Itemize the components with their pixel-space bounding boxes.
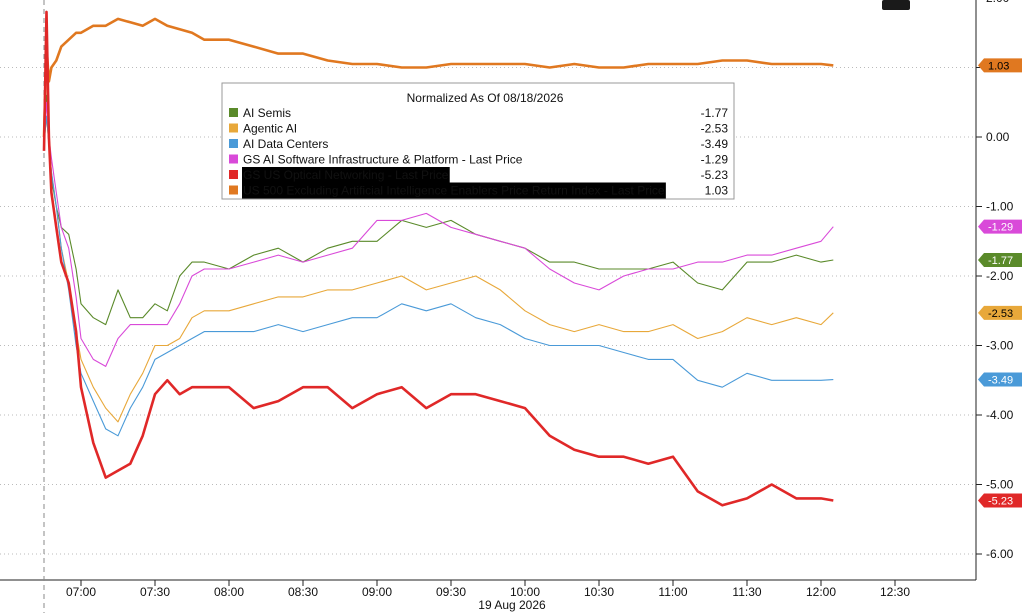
value-tag-text: -2.53	[988, 308, 1013, 320]
value-tag-3: -1.29	[978, 219, 1022, 234]
x-tick-labels: 07:00 07:30 08:00 08:30 09:00 09:30 10:00 10:30…	[66, 580, 910, 599]
legend-highlight	[242, 167, 450, 183]
value-tag-bg	[978, 219, 1022, 234]
legend-value: -3.49	[701, 137, 729, 151]
value-tag-5: 1.03	[978, 58, 1022, 73]
y-tick-label: -4.00	[986, 408, 1014, 422]
legend-swatch	[229, 123, 238, 133]
value-tag-bg	[978, 253, 1022, 268]
value-tag-bg	[978, 493, 1022, 508]
x-tick-label: 11:30	[732, 585, 761, 599]
value-tag-bg	[978, 58, 1022, 73]
x-tick-label: 12:30	[880, 585, 910, 599]
legend-label: US 500 Excluding Artificial Intelligence…	[243, 184, 665, 198]
x-axis-label: 19 Aug 2026	[478, 598, 546, 612]
x-tick-label: 09:00	[362, 585, 392, 599]
x-tick-label: 12:00	[806, 585, 836, 599]
value-tag-0: -1.77	[978, 253, 1022, 268]
legend-value: -1.77	[701, 106, 729, 120]
x-tick-label: 10:30	[584, 585, 614, 599]
legend-item-5: US 500 Excluding Artificial Intelligence…	[229, 182, 729, 199]
legend-value: 1.03	[705, 184, 729, 198]
x-tick-label: 08:30	[288, 585, 318, 599]
series-line-5	[42, 17, 834, 138]
legend-label: GS AI Software Infrastructure & Platform…	[243, 153, 523, 167]
legend-swatch	[229, 154, 238, 164]
x-tick-label: 07:00	[66, 585, 96, 599]
chart-title: Normalized As Of 08/18/2026	[407, 91, 564, 105]
legend-highlight	[242, 182, 666, 199]
legend-item-4: GS US Optical Networking - Last Price -5.…	[229, 167, 728, 183]
series-line-3	[43, 101, 834, 367]
y-tick-label: 0.00	[986, 130, 1010, 144]
legend-item-3: GS AI Software Infrastructure & Platform…	[229, 153, 728, 167]
value-tag-2: -3.49	[978, 372, 1022, 387]
value-tag-text: -1.29	[988, 222, 1013, 234]
value-tag-text: -1.77	[988, 255, 1013, 267]
y-tick-label: 2.00	[986, 0, 1010, 5]
y-tick-label: -5.00	[986, 478, 1014, 492]
last-value-tags: -1.77 -2.53 -3.49 -1.29 -5.23 1.03	[978, 58, 1022, 508]
legend-value: -5.23	[701, 168, 729, 182]
value-tag-bg	[978, 305, 1022, 320]
x-tick-label: 07:30	[140, 585, 170, 599]
y-tick-label: -1.00	[986, 200, 1014, 214]
x-tick-label: 11:00	[658, 585, 687, 599]
legend-value: -2.53	[701, 122, 729, 136]
value-tag-text: -3.49	[988, 375, 1013, 387]
x-tick-label: 09:30	[436, 585, 466, 599]
legend-swatch	[229, 139, 238, 148]
legend-item-1: Agentic AI -2.53	[229, 122, 728, 136]
y-tick-label: -6.00	[986, 547, 1014, 561]
value-tag-text: -5.23	[988, 495, 1013, 507]
series-lines	[42, 10, 834, 507]
series-line-4	[42, 10, 834, 507]
x-tick-label: 08:00	[214, 585, 244, 599]
legend-value: -1.29	[701, 153, 729, 167]
legend-label: Agentic AI	[243, 122, 297, 136]
legend-item-0: AI Semis -1.77	[229, 106, 728, 120]
value-tag-text: 1.03	[988, 60, 1009, 72]
x-tick-label: 10:00	[510, 585, 540, 599]
value-tag-4: -5.23	[978, 493, 1022, 508]
y-tick-label: -3.00	[986, 339, 1014, 353]
legend: Normalized As Of 08/18/2026 AI Semis -1.7…	[221, 82, 735, 200]
legend-item-2: AI Data Centers -3.49	[229, 137, 728, 151]
legend-swatch	[229, 108, 238, 117]
legend-label: GS US Optical Networking - Last Price	[243, 168, 449, 182]
legend-label: AI Semis	[243, 106, 291, 120]
legend-label: AI Data Centers	[243, 137, 328, 151]
value-tag-1: -2.53	[978, 305, 1022, 320]
y-tick-label: -2.00	[986, 269, 1014, 283]
value-tag-bg	[978, 372, 1022, 387]
corner-badge	[882, 0, 910, 10]
legend-swatch	[229, 170, 238, 179]
legend-swatch	[229, 185, 238, 195]
